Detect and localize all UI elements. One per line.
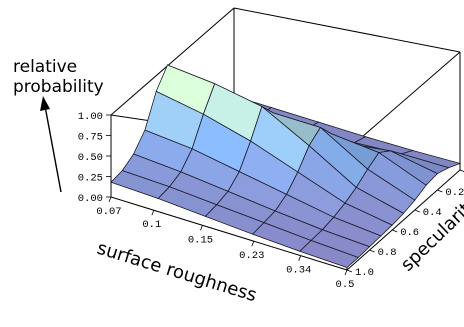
y-tick-label: 0.2 xyxy=(445,187,464,199)
z-tick-label: 0.50 xyxy=(78,152,103,164)
y-tick-label: 1.0 xyxy=(355,267,374,279)
box-edge-bottom-front xyxy=(110,196,348,271)
x-axis-label: surface roughness xyxy=(95,238,260,307)
x-tick-label: 0.23 xyxy=(239,250,264,262)
box-edge-top-right xyxy=(346,51,461,151)
tick-mark xyxy=(151,210,155,216)
tick-mark xyxy=(346,269,353,273)
y-tick-label: 0.4 xyxy=(423,207,442,219)
tick-mark xyxy=(344,269,348,276)
tick-mark xyxy=(200,225,203,231)
chart-front-edges xyxy=(110,169,461,271)
z-axis-label-line2: probability xyxy=(13,77,104,97)
surface-mesh xyxy=(110,64,462,268)
box-edge-bottom-right xyxy=(346,169,461,271)
z-tick-label: 1.00 xyxy=(78,111,103,123)
box-edge-back-left xyxy=(110,7,235,116)
x-tick-label: 0.5 xyxy=(336,279,355,291)
tick-mark xyxy=(459,169,464,173)
z-axis-label-line1: relative xyxy=(13,57,77,77)
tick-mark xyxy=(414,209,420,213)
z-tick-label: 0.00 xyxy=(78,193,103,205)
axis-ticks: 0.00 0.25 0.50 0.75 1.00 0.07 0.1 0.15 0.23 0.34 0… xyxy=(78,111,464,291)
tick-mark xyxy=(298,255,302,261)
x-tick-label: 0.15 xyxy=(188,234,213,246)
tick-mark xyxy=(369,249,375,253)
tick-mark xyxy=(251,241,255,247)
tick-mark xyxy=(437,189,443,193)
tick-mark xyxy=(392,229,398,233)
y-tick-label: 0.8 xyxy=(378,247,397,259)
y-tick-label: 0.6 xyxy=(400,227,419,239)
z-tick-label: 0.25 xyxy=(78,173,103,185)
x-tick-label: 0.1 xyxy=(142,219,161,231)
box-edge-back-top xyxy=(233,7,461,53)
x-tick-label: 0.07 xyxy=(96,206,121,218)
z-axis-arrow xyxy=(40,96,62,193)
x-tick-label: 0.34 xyxy=(286,265,311,277)
tick-mark xyxy=(108,196,112,203)
surface-patch xyxy=(299,240,360,268)
z-tick-label: 0.75 xyxy=(78,132,103,144)
